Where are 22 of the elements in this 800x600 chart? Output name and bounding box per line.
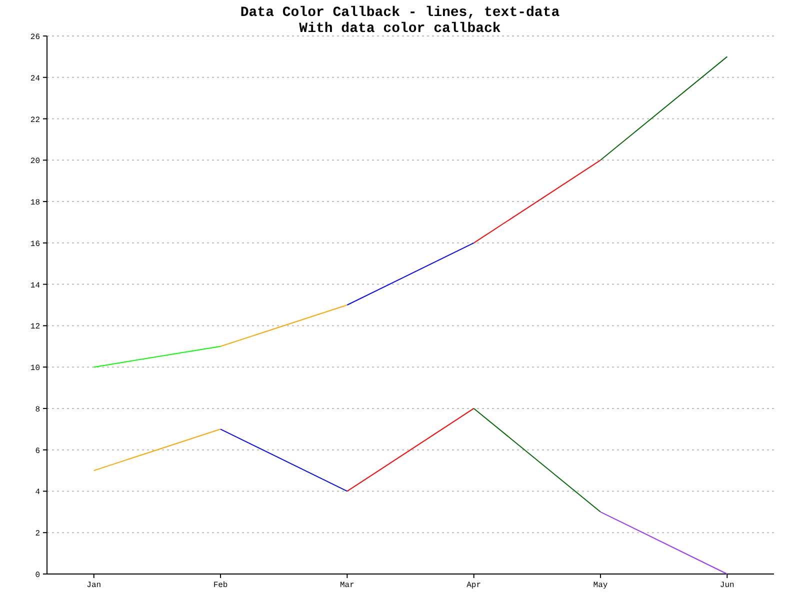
y-tick-label: 10 <box>30 364 40 374</box>
y-tick-label: 26 <box>30 33 40 42</box>
x-tick-label: May <box>593 581 608 590</box>
x-tick-label: Jun <box>720 581 735 590</box>
chart-subtitle: With data color callback <box>299 21 501 37</box>
y-tick-label: 16 <box>30 240 40 249</box>
y-tick-label: 4 <box>35 488 40 498</box>
x-tick-label: Feb <box>213 581 228 590</box>
y-tick-label: 18 <box>30 198 40 208</box>
y-tick-label: 24 <box>30 74 40 84</box>
chart-title: Data Color Callback - lines, text-data <box>240 5 560 21</box>
y-tick-label: 6 <box>35 446 40 456</box>
y-tick-label: 20 <box>30 157 40 166</box>
x-tick-label: Mar <box>340 581 355 590</box>
y-tick-label: 22 <box>30 116 40 125</box>
y-tick-label: 12 <box>30 322 40 332</box>
y-tick-label: 14 <box>30 281 40 290</box>
y-tick-label: 2 <box>35 530 40 539</box>
y-tick-label: 8 <box>35 405 40 414</box>
y-tick-label: 0 <box>35 571 40 580</box>
x-tick-label: Apr <box>466 581 482 590</box>
x-tick-label: Jan <box>86 581 102 590</box>
